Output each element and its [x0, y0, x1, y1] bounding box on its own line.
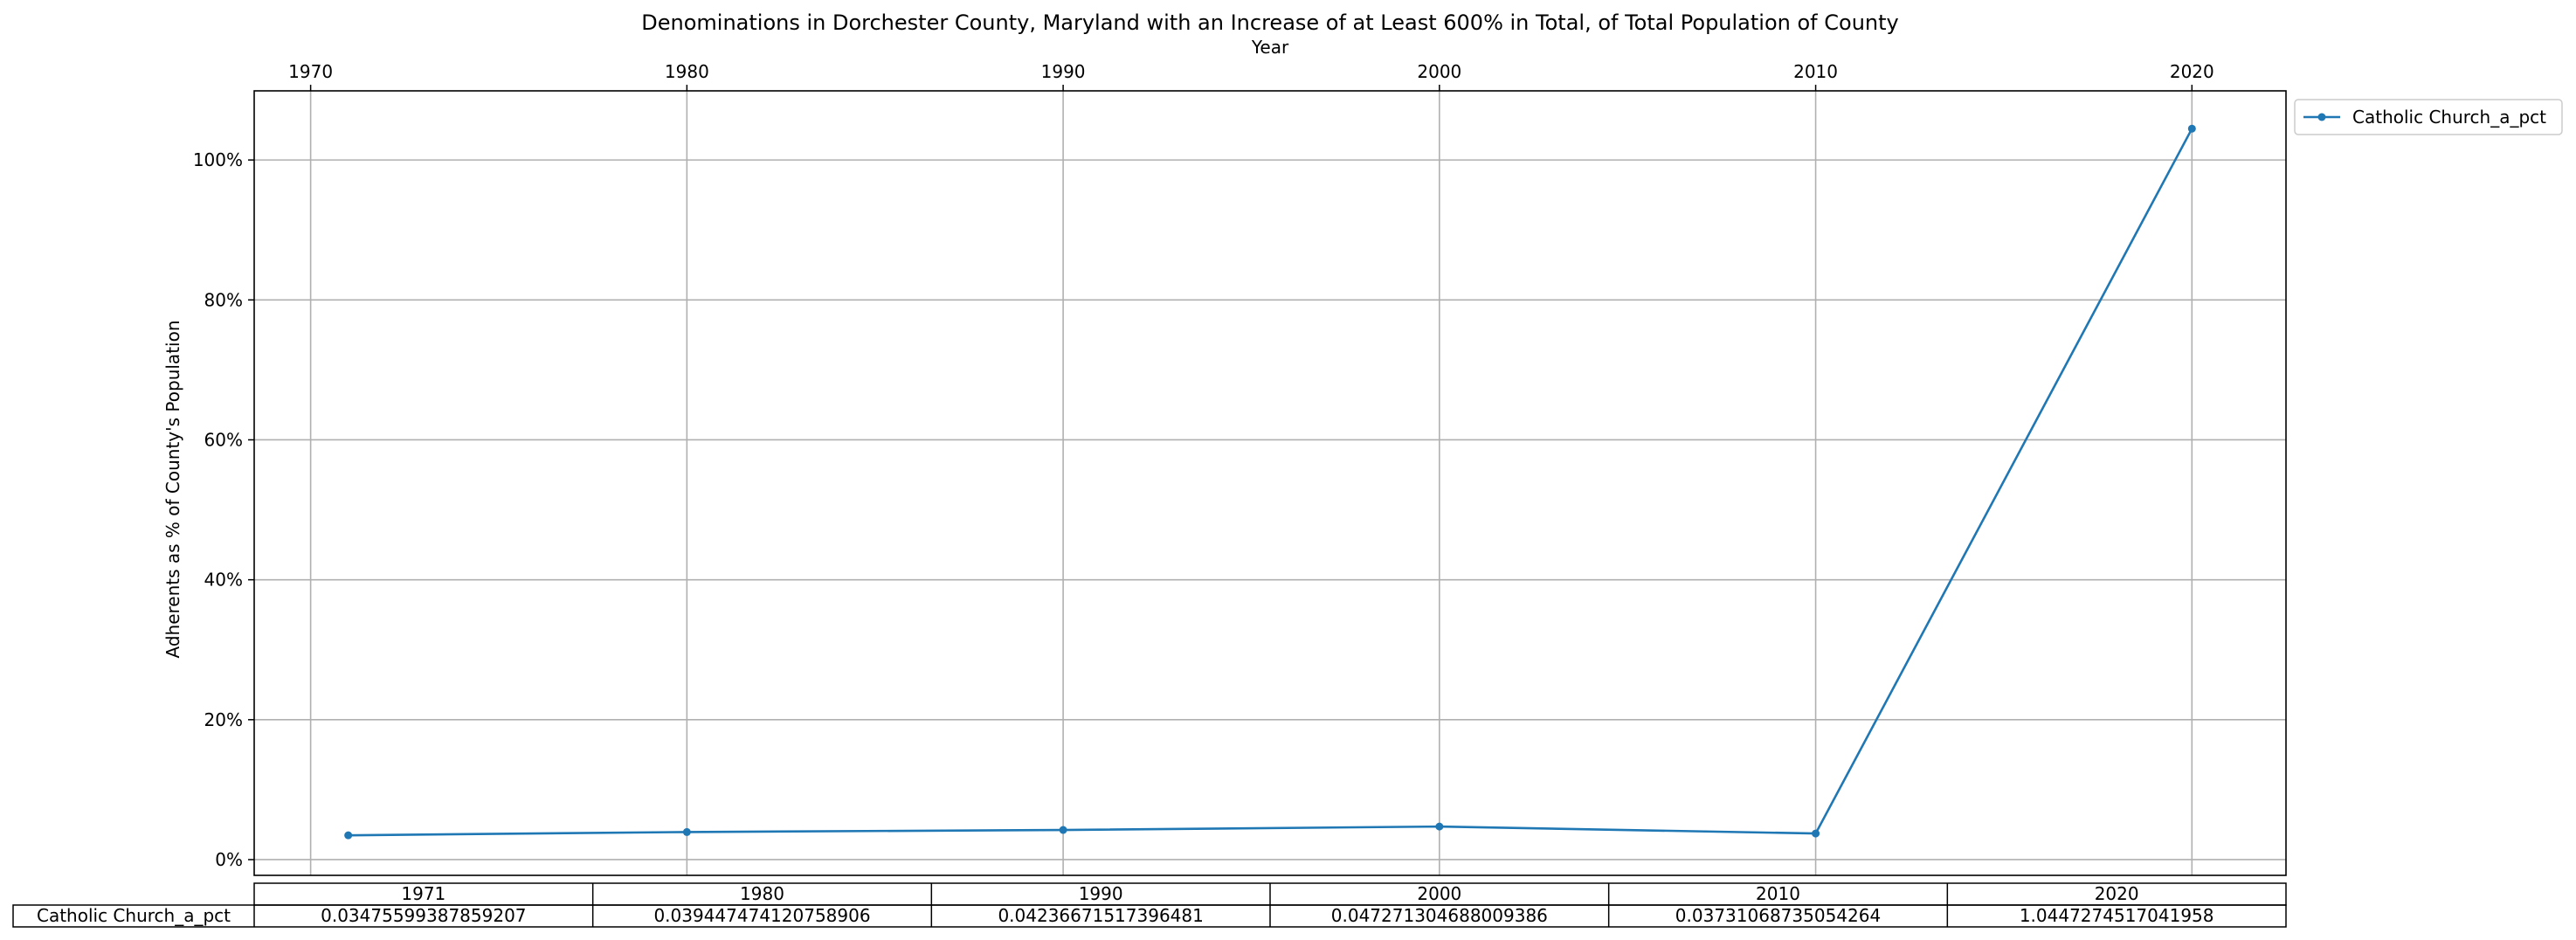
x-tick-label: 1980: [665, 61, 709, 82]
data-point: [1812, 829, 1820, 838]
data-table: 1971 1980 1990 2000 2010 2020 Catholic Church_…: [12, 882, 2287, 928]
grid: [254, 91, 2286, 875]
y-tick-label: 20%: [204, 709, 243, 730]
y-tick-label: 40%: [204, 570, 243, 591]
series-layer: [344, 124, 2196, 840]
y-tick-label: 0%: [215, 849, 243, 870]
data-point: [2187, 124, 2196, 133]
x-tick-label: 2020: [2170, 61, 2214, 82]
table-header-cell: 1990: [1079, 883, 1123, 904]
x-axis-label: Year: [1251, 37, 1289, 58]
y-tick-label: 80%: [204, 289, 243, 310]
x-tick-label: 2010: [1793, 61, 1838, 82]
series-line: [348, 128, 2193, 837]
legend: Catholic Church_a_pct: [2294, 99, 2563, 135]
data-point: [344, 831, 353, 840]
axis-ticks: 1970 1980 1990 2000 2010 2020 0% 20% 40% 60% 80% 10…: [193, 61, 2214, 870]
table-cell: 1.0447274517041958: [2020, 905, 2214, 926]
y-axis-label: Adherents as % of County's Population: [162, 320, 183, 658]
table-cell: 0.04236671517396481: [998, 905, 1203, 926]
legend-marker: [2317, 113, 2326, 121]
table-cell: 0.047271304688009386: [1331, 905, 1548, 926]
data-point: [1059, 826, 1067, 834]
data-point: [682, 827, 691, 836]
table-header-cell: 2000: [1417, 883, 1461, 904]
x-tick-label: 1990: [1041, 61, 1086, 82]
plot-frame: [253, 90, 2287, 876]
table-header-cell: 2020: [2095, 883, 2139, 904]
table-cell: 0.03475599387859207: [321, 905, 526, 926]
x-tick-label: 1970: [288, 61, 333, 82]
table-row-label: Catholic Church_a_pct: [37, 905, 231, 926]
x-tick-label: 2000: [1417, 61, 1461, 82]
legend-box: [2294, 99, 2563, 135]
chart-title: Denominations in Dorchester County, Mary…: [641, 10, 1898, 35]
legend-entry-label: Catholic Church_a_pct: [2352, 107, 2546, 128]
table-header-cell: 1980: [740, 883, 784, 904]
table-data-row: [12, 904, 2287, 928]
y-tick-label: 60%: [204, 429, 243, 450]
table-cell: 0.039447474120758906: [653, 905, 870, 926]
y-tick-label: 100%: [193, 149, 243, 170]
data-point: [1435, 822, 1444, 831]
table-header-cell: 2010: [1756, 883, 1800, 904]
table-cell: 0.03731068735054264: [1675, 905, 1881, 926]
table-header-cell: 1971: [401, 883, 445, 904]
